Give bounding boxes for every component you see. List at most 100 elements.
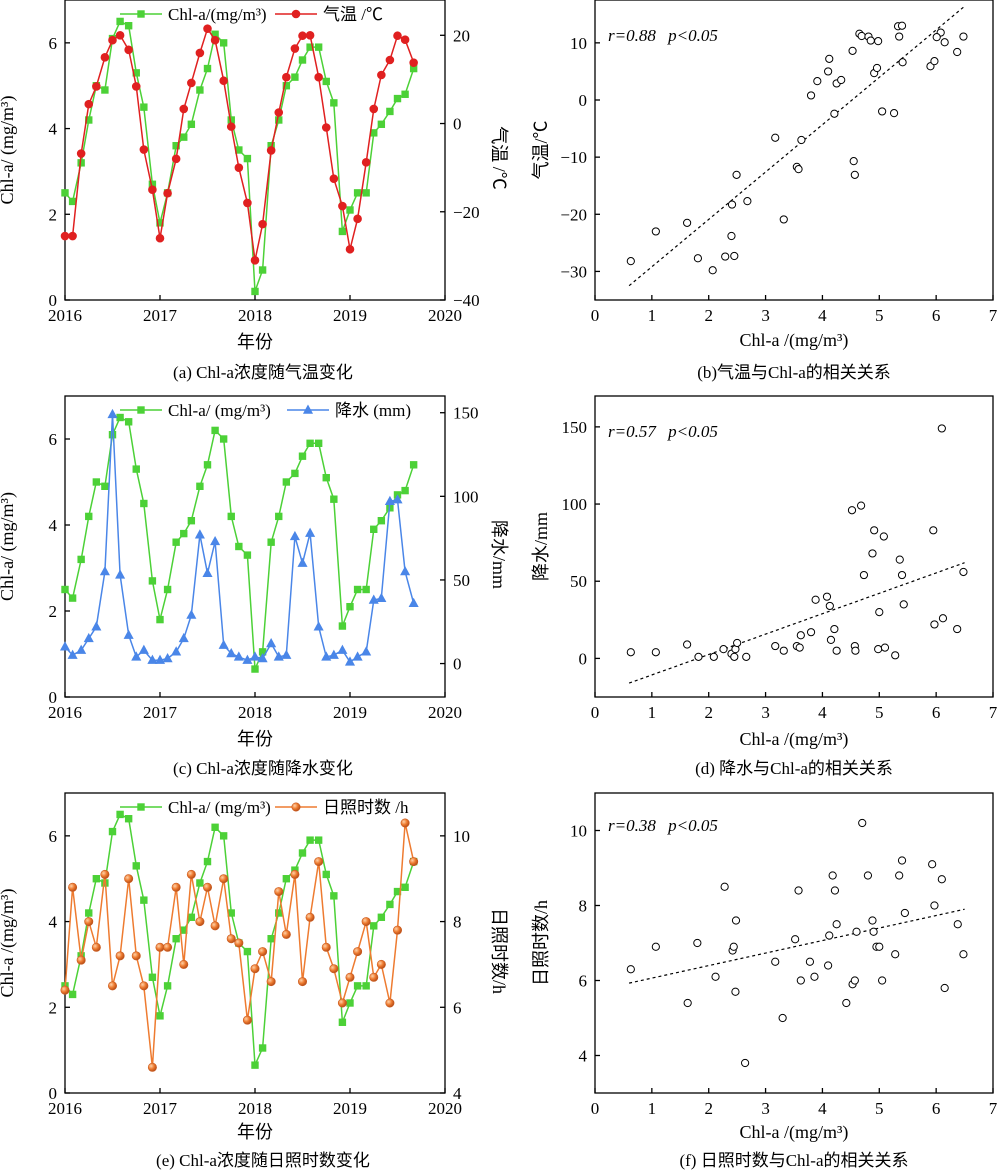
panel-b-scatter-point [830, 109, 839, 118]
panel-c-series-0-point [211, 426, 219, 435]
panel-d-scatter-point [796, 631, 805, 640]
panel-b-xtick-label: 6 [932, 306, 941, 325]
panel-e-series-0-point [306, 836, 314, 844]
panel-c-series-1-point [154, 654, 166, 664]
panel-e-ytick-right-label: 4 [453, 1084, 462, 1103]
panel-c-xtick-label: 2019 [333, 703, 367, 722]
panel-f-scatter-point [731, 987, 740, 996]
panel-f-scatter-point [959, 950, 968, 959]
panel-f-xtick-label: 3 [761, 1099, 770, 1118]
panel-f-scatter-point [858, 818, 867, 828]
panel-e-series-1-point [234, 938, 244, 948]
panel-f-scatter-point [731, 916, 741, 925]
panel-c-series-0-point [77, 555, 85, 564]
panel-f-scatter-point [794, 886, 803, 895]
panel-e-series-0-point [219, 832, 228, 840]
panel-f-xtick-label: 1 [648, 1099, 657, 1118]
panel-c-series-line-1 [64, 414, 415, 663]
panel-a-series-1-point [155, 233, 165, 243]
panel-a-legend-label: 气温 /℃ [323, 5, 383, 24]
panel-f-scatter-point [830, 886, 840, 895]
panel-b-scatter-point [626, 257, 635, 266]
panel-e-series-0-point [116, 810, 124, 819]
panel-c-series-0-point [275, 512, 283, 521]
panel-b-scatter-point [930, 57, 939, 66]
panel-a-series-0-point [298, 56, 307, 64]
panel-e-legend-swatch-marker [291, 802, 301, 812]
panel-c-series-1-point [289, 530, 300, 541]
panel-d-scatter-point [825, 601, 834, 611]
panel-c-series-0-point [353, 585, 362, 594]
panel-a-series-1-point [108, 35, 117, 45]
panel-c-series-0-point [243, 551, 252, 559]
panel-c-caption: (c) Chl-a浓度随降水变化 [173, 759, 353, 778]
panel-a-series-1-point [234, 163, 244, 172]
panel-d-scatter-point [847, 506, 857, 515]
panel-d-xtick-label: 5 [875, 703, 884, 722]
panel-e-series-0-point [196, 879, 204, 887]
panel-d-scatter-point [806, 628, 816, 637]
panel-c-series-0-point [108, 431, 117, 439]
panel-b-scatter-point [898, 58, 907, 67]
panel-e-ylabel-left: Chl-a /(mg/m³) [0, 889, 18, 998]
panel-c-series-1-point [210, 535, 221, 546]
panel-a-series-0-point [386, 107, 394, 116]
panel-c-series-1-point [171, 646, 182, 656]
panel-e-series-0-point [346, 999, 354, 1007]
panel-a-series-1-point [258, 219, 267, 229]
panel-b-scatter-point [721, 252, 730, 261]
panel-e-series-1-point [392, 925, 402, 935]
panel-e-series-0-point [386, 900, 394, 909]
panel-a-caption: (a) Chl-a浓度随气温变化 [173, 363, 353, 382]
panel-b-scatter-point [797, 135, 806, 145]
panel-a-series-1-point [163, 188, 172, 198]
panel-c-series-0-point [116, 413, 124, 422]
panel-e-series-1-point [353, 947, 363, 957]
panel-b-frame [594, 0, 994, 301]
panel-c-series-1-point [376, 592, 387, 603]
panel-b-ylabel: 气温/℃ [531, 120, 551, 179]
panel-e-legend-swatch-marker [137, 803, 145, 811]
panel-b-scatter-point [866, 36, 875, 45]
panel-e-legend-label: Chl-a/ (mg/m³) [168, 798, 271, 817]
panel-f-scatter-point [651, 942, 660, 951]
panel-d-xtick-label: 0 [591, 703, 600, 722]
panel-c-series-0-point [132, 465, 140, 473]
panel-a-ytick-left-label: 0 [49, 291, 58, 310]
panel-f-xtick-label: 7 [989, 1099, 998, 1118]
panel-e-series-1-point [100, 869, 110, 879]
panel-d: 0 1 2 3 4 5 6 7 0 50 100 150 Chl-a /(mg/m³) 降水/mm (d) … [531, 395, 998, 778]
panel-a-series-1-point [314, 72, 323, 82]
panel-c-series-0-point [187, 517, 196, 525]
panel-c-series-1-point [147, 654, 158, 664]
panel-e-series-1-point [203, 882, 213, 892]
panel-c-legend-swatch-marker [302, 404, 314, 414]
panel-f: 0 1 2 3 4 5 6 7 4 6 8 10 Chl-a /(mg/m³) 日照时数/h (f) 日照时… [531, 792, 998, 1170]
panel-e-xtick-label: 2020 [428, 1099, 462, 1118]
panel-e-series-1-point [242, 1015, 252, 1025]
panel-c-xlabel: 年份 [237, 729, 273, 749]
panel-a-series-0-point [282, 82, 291, 90]
panel-d-scatter-point [683, 640, 692, 649]
panel-b-scatter-point [824, 67, 833, 76]
panel-a-series-1-point [393, 31, 402, 41]
panel-a-ytick-right-label: 20 [453, 26, 470, 45]
panel-e-series-1-point [297, 977, 307, 987]
panel-a-series-0-point [219, 39, 228, 47]
panel-d-scatter-point [879, 532, 888, 541]
panel-e-series-1-point [219, 874, 229, 884]
panel-a-xtick-label: 2020 [428, 306, 462, 325]
panel-a-ytick-right-label: 0 [453, 115, 462, 134]
panel-b-scatter-point [897, 21, 907, 30]
panel-d-scatter-point [811, 595, 820, 604]
panel-e-ytick-left-label: 2 [49, 998, 58, 1017]
panel-e-series-1-point [131, 951, 141, 961]
panel-e-series-0-point [148, 973, 157, 981]
panel-c-legend-swatch-marker [137, 406, 145, 414]
panel-e: 2016 2017 2018 2019 2020 0 2 4 6 4 6 8 10 年份 Chl-a /(m… [0, 792, 509, 1170]
panel-b-scatter-point [878, 107, 887, 116]
panel-b-scatter-point [651, 227, 660, 236]
panel-c-series-1-point [162, 652, 173, 663]
panel-a-xtick-label: 2018 [238, 306, 272, 325]
panel-c-series-1-point [408, 597, 419, 608]
